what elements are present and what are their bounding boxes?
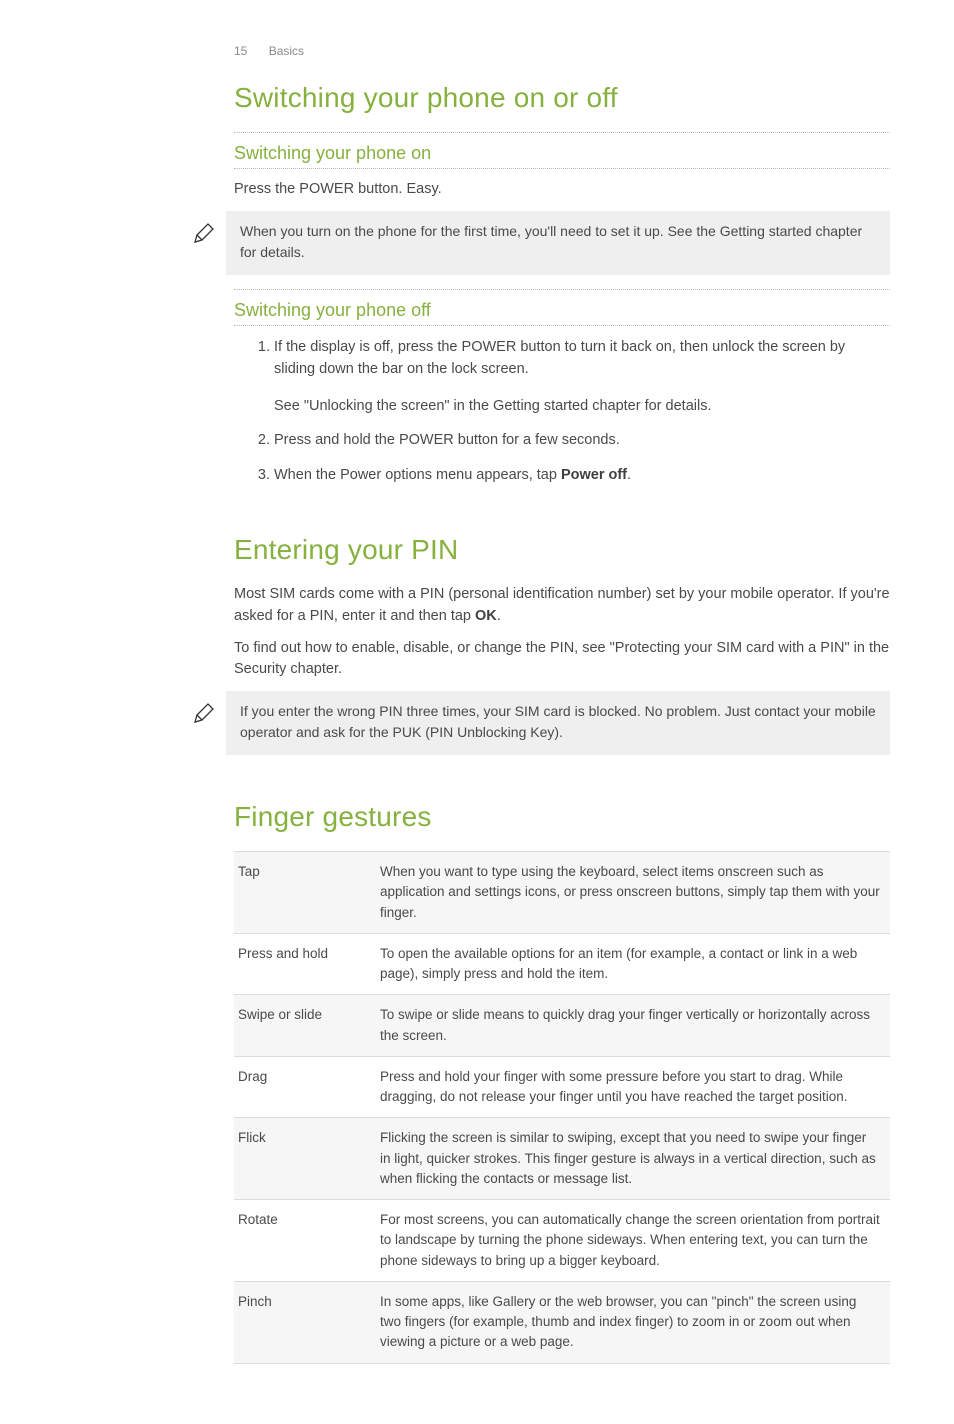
section-title-gestures: Finger gestures bbox=[234, 801, 890, 833]
gesture-description: When you want to type using the keyboard… bbox=[376, 852, 890, 934]
page-number: 15 bbox=[234, 44, 247, 58]
gesture-term: Pinch bbox=[234, 1281, 376, 1363]
paragraph: Most SIM cards come with a PIN (personal… bbox=[234, 584, 890, 628]
note-text: If you enter the wrong PIN three times, … bbox=[226, 691, 890, 755]
gesture-term: Swipe or slide bbox=[234, 995, 376, 1057]
gesture-description: To swipe or slide means to quickly drag … bbox=[376, 995, 890, 1057]
table-row: PinchIn some apps, like Gallery or the w… bbox=[234, 1281, 890, 1363]
paragraph: To find out how to enable, disable, or c… bbox=[234, 638, 890, 682]
gesture-description: In some apps, like Gallery or the web br… bbox=[376, 1281, 890, 1363]
gesture-term: Flick bbox=[234, 1118, 376, 1200]
ordered-steps: If the display is off, press the POWER b… bbox=[234, 336, 890, 486]
paragraph-text: Most SIM cards come with a PIN (personal… bbox=[234, 586, 890, 624]
gestures-table: TapWhen you want to type using the keybo… bbox=[234, 851, 890, 1364]
section-title-pin: Entering your PIN bbox=[234, 534, 890, 566]
gesture-description: To open the available options for an ite… bbox=[376, 933, 890, 995]
subheading-switch-off: Switching your phone off bbox=[234, 300, 890, 321]
running-header: 15 Basics bbox=[234, 44, 890, 58]
bold-text: OK bbox=[475, 608, 497, 624]
step-text: When the Power options menu appears, tap bbox=[274, 467, 561, 483]
divider bbox=[234, 168, 890, 169]
gesture-term: Tap bbox=[234, 852, 376, 934]
table-row: TapWhen you want to type using the keybo… bbox=[234, 852, 890, 934]
note-text: When you turn on the phone for the first… bbox=[226, 211, 890, 275]
table-row: DragPress and hold your finger with some… bbox=[234, 1056, 890, 1118]
pencil-icon bbox=[192, 691, 226, 730]
gesture-description: For most screens, you can automatically … bbox=[376, 1200, 890, 1282]
paragraph-text: . bbox=[497, 608, 501, 624]
gesture-term: Drag bbox=[234, 1056, 376, 1118]
subheading-switch-on: Switching your phone on bbox=[234, 143, 890, 164]
gesture-description: Press and hold your finger with some pre… bbox=[376, 1056, 890, 1118]
note-block: If you enter the wrong PIN three times, … bbox=[192, 691, 890, 755]
table-row: FlickFlicking the screen is similar to s… bbox=[234, 1118, 890, 1200]
table-row: Swipe or slideTo swipe or slide means to… bbox=[234, 995, 890, 1057]
divider bbox=[234, 325, 890, 326]
document-page: 15 Basics Switching your phone on or off… bbox=[0, 0, 954, 1424]
step-item: When the Power options menu appears, tap… bbox=[274, 464, 890, 486]
page-content: Switching your phone on or off Switching… bbox=[234, 82, 890, 1364]
divider bbox=[234, 289, 890, 290]
step-item: If the display is off, press the POWER b… bbox=[274, 336, 890, 417]
table-row: RotateFor most screens, you can automati… bbox=[234, 1200, 890, 1282]
gesture-term: Rotate bbox=[234, 1200, 376, 1282]
paragraph: Press the POWER button. Easy. bbox=[234, 179, 890, 201]
bold-text: Power off bbox=[561, 467, 627, 483]
gesture-term: Press and hold bbox=[234, 933, 376, 995]
pencil-icon bbox=[192, 211, 226, 250]
chapter-name: Basics bbox=[269, 44, 304, 58]
divider bbox=[234, 132, 890, 133]
section-title-switching: Switching your phone on or off bbox=[234, 82, 890, 114]
step-item: Press and hold the POWER button for a fe… bbox=[274, 429, 890, 451]
step-text: . bbox=[627, 467, 631, 483]
step-text: If the display is off, press the POWER b… bbox=[274, 339, 845, 377]
gesture-description: Flicking the screen is similar to swipin… bbox=[376, 1118, 890, 1200]
table-row: Press and holdTo open the available opti… bbox=[234, 933, 890, 995]
step-subtext: See "Unlocking the screen" in the Gettin… bbox=[274, 395, 890, 417]
note-block: When you turn on the phone for the first… bbox=[192, 211, 890, 275]
